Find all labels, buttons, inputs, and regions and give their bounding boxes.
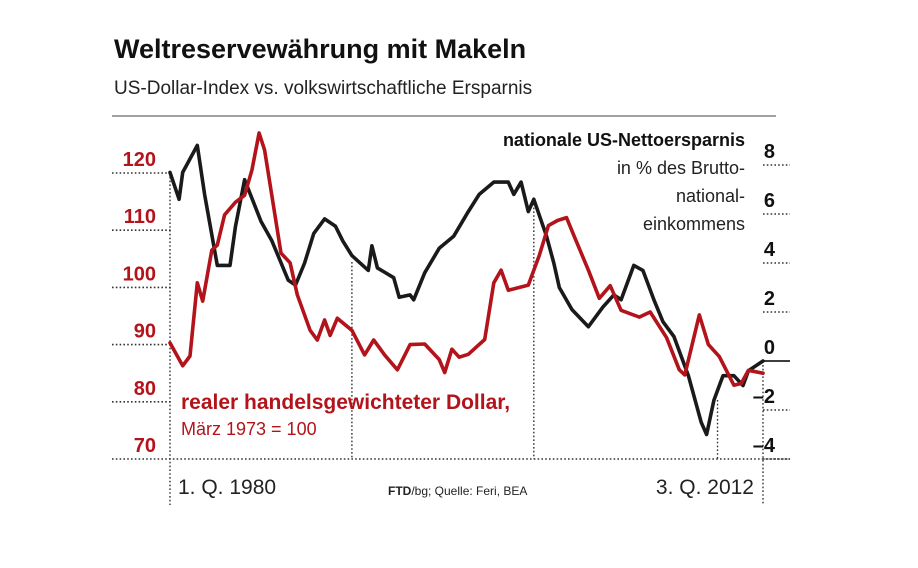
left-tick-label: 100 [123, 263, 156, 285]
source-prefix: FTD [388, 484, 412, 498]
x-end-label: 3. Q. 2012 [656, 476, 754, 499]
dollar-series-label: realer handelsgewichteter Dollar, [181, 391, 510, 414]
dollar-line [168, 131, 765, 387]
right-tick-label: –2 [753, 386, 775, 408]
right-tick-label: 0 [764, 337, 775, 359]
left-tick-label: 80 [134, 378, 156, 400]
source-note: FTD/bg; Quelle: Feri, BEA [388, 484, 527, 498]
dollar-series-note: März 1973 = 100 [181, 419, 317, 439]
right-tick-label: 6 [764, 190, 775, 212]
right-tick-label: 8 [764, 141, 775, 163]
savings-note-line-3: einkommens [643, 214, 745, 234]
savings-line [168, 143, 765, 437]
chart-title: Weltreservewährung mit Makeln [114, 34, 526, 64]
x-start-label: 1. Q. 1980 [178, 476, 276, 499]
left-tick-label: 90 [134, 321, 156, 343]
source-rest: /bg; Quelle: Feri, BEA [411, 484, 527, 498]
right-tick-label: –4 [753, 435, 776, 457]
left-tick-label: 120 [123, 149, 156, 171]
right-tick-label: 2 [764, 288, 775, 310]
left-tick-label: 70 [134, 435, 156, 457]
right-tick-label: 4 [764, 239, 776, 261]
left-tick-label: 110 [124, 206, 156, 228]
savings-note-line-2: national- [676, 186, 745, 206]
savings-series-label: nationale US-Nettoersparnis [503, 130, 745, 150]
chart-subtitle: US-Dollar-Index vs. volkswirtschaftliche… [114, 78, 532, 99]
savings-note-line-1: in % des Brutto- [617, 158, 745, 178]
